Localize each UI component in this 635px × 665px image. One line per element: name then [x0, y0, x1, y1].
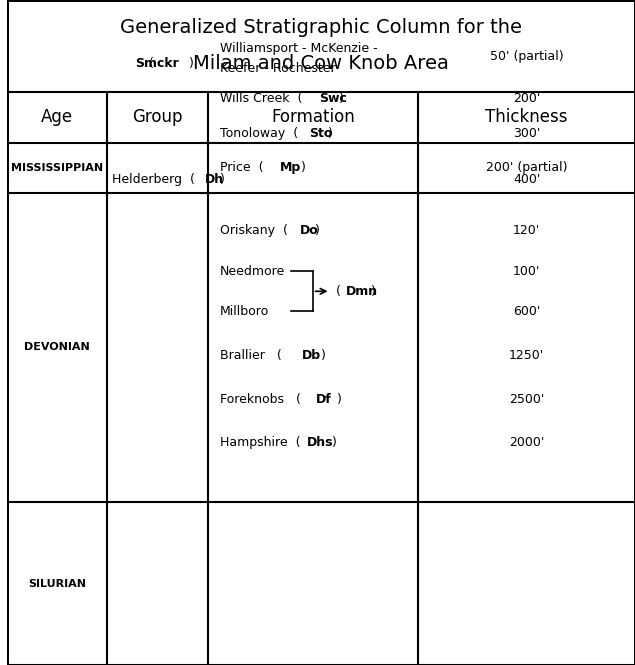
Text: Group: Group	[132, 108, 183, 126]
Text: Hampshire  (: Hampshire (	[220, 436, 304, 449]
Text: Tonoloway  (: Tonoloway (	[220, 126, 302, 140]
Text: ): )	[185, 57, 194, 70]
Text: Sto: Sto	[309, 126, 332, 140]
Text: Millboro: Millboro	[220, 305, 269, 318]
Text: ): )	[371, 285, 376, 298]
Text: Mp: Mp	[280, 162, 301, 174]
Text: SILURIAN: SILURIAN	[28, 579, 86, 589]
Text: Db: Db	[302, 349, 321, 362]
Text: 200': 200'	[513, 92, 540, 105]
Text: Generalized Stratigraphic Column for the: Generalized Stratigraphic Column for the	[120, 19, 522, 37]
Text: 50' (partial): 50' (partial)	[490, 50, 563, 63]
Text: Swc: Swc	[319, 92, 347, 105]
Text: 100': 100'	[513, 265, 540, 278]
Text: Thickness: Thickness	[485, 108, 568, 126]
Text: Williamsport - McKenzie -: Williamsport - McKenzie -	[220, 42, 377, 55]
Text: Milam and Cow Knob Area: Milam and Cow Knob Area	[193, 55, 449, 73]
Text: ): )	[330, 392, 342, 406]
Text: (: (	[333, 285, 345, 298]
Text: Price  (: Price (	[220, 162, 267, 174]
Text: Age: Age	[41, 108, 73, 126]
Text: Dmn: Dmn	[346, 285, 378, 298]
Text: ): )	[339, 92, 344, 105]
Text: MISSISSIPPIAN: MISSISSIPPIAN	[11, 163, 103, 173]
Text: 600': 600'	[513, 305, 540, 318]
Text: DEVONIAN: DEVONIAN	[24, 342, 90, 352]
Text: 300': 300'	[513, 126, 540, 140]
Text: Keefer - Rochester: Keefer - Rochester	[220, 62, 335, 75]
Text: 120': 120'	[513, 224, 540, 237]
Text: Brallier   (: Brallier (	[220, 349, 285, 362]
Text: Dh: Dh	[205, 173, 224, 186]
Text: 400': 400'	[513, 173, 540, 186]
Text: ): )	[220, 173, 225, 186]
Text: Needmore: Needmore	[220, 265, 285, 278]
Text: Wills Creek  (: Wills Creek (	[220, 92, 306, 105]
Text: 1250': 1250'	[509, 349, 544, 362]
Text: Formation: Formation	[271, 108, 355, 126]
Text: (: (	[149, 57, 157, 70]
Text: ): )	[328, 126, 333, 140]
Text: Oriskany  (: Oriskany (	[220, 224, 291, 237]
Text: Helderberg  (: Helderberg (	[112, 173, 199, 186]
Text: 2000': 2000'	[509, 436, 544, 449]
Text: 2500': 2500'	[509, 392, 544, 406]
Text: Df: Df	[316, 392, 331, 406]
Text: ): )	[314, 224, 319, 237]
Text: 200' (partial): 200' (partial)	[486, 162, 567, 174]
Text: ): )	[297, 162, 305, 174]
Text: ): )	[328, 436, 337, 449]
Text: Do: Do	[300, 224, 319, 237]
Text: Smckr: Smckr	[136, 57, 179, 70]
Text: ): )	[317, 349, 326, 362]
Text: Dhs: Dhs	[307, 436, 333, 449]
Text: Foreknobs   (: Foreknobs (	[220, 392, 305, 406]
